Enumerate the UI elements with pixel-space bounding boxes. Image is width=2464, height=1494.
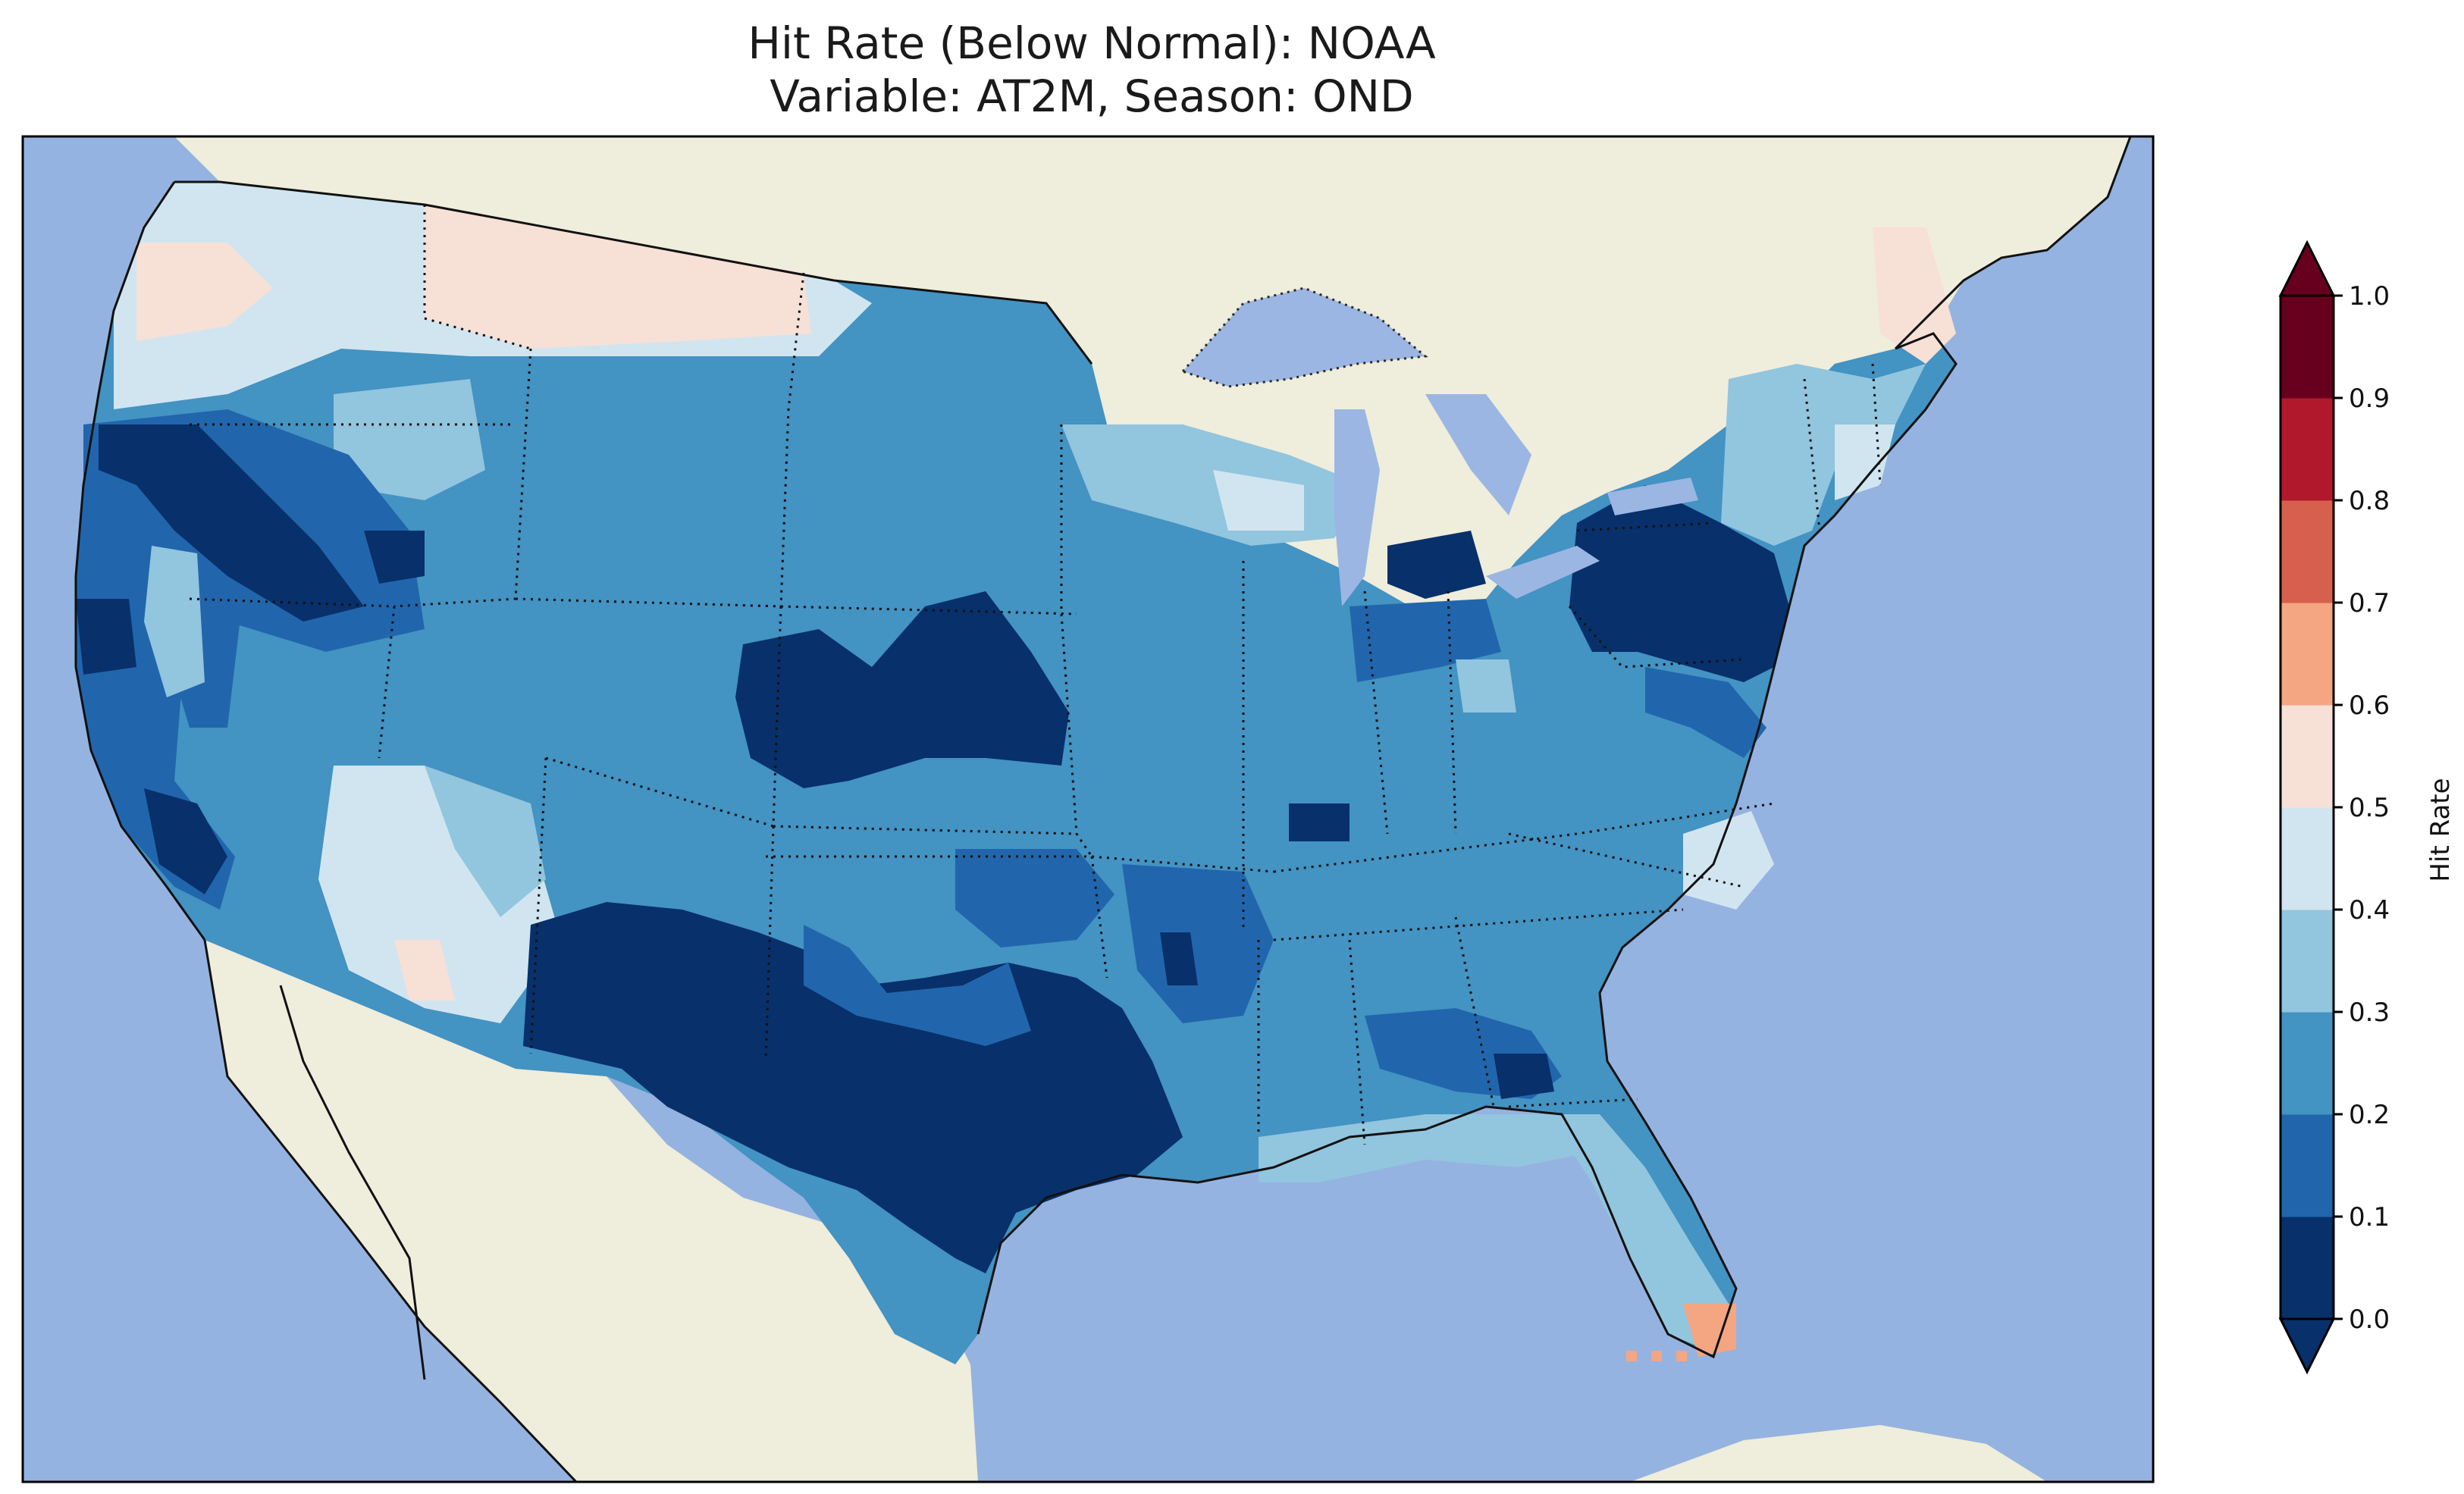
keys-cell-2 [1651,1351,1662,1361]
lake-erie [1486,546,1600,599]
title-line-1: Hit Rate (Below Normal): NOAA [748,17,1436,69]
us-canada-border [174,180,1093,365]
region-gulf-light [1259,1114,1592,1182]
colorbar-tick-label: 0.1 [2349,1202,2390,1232]
map-title: Hit Rate (Below Normal): NOAA Variable: … [23,17,2161,123]
keys-cell-3 [1676,1351,1687,1361]
colorbar-tick-label: 0.6 [2349,691,2390,721]
colorbar-bin-1 [2281,1114,2334,1217]
region-northern-rockies [425,205,811,349]
region-south-florida [1683,1304,1736,1357]
canada-land [174,136,2130,622]
region-upper-midwest-light [1213,470,1304,531]
region-carolina-light [1683,811,1774,910]
colorbar: 0.0 0.1 0.2 0.3 0.4 0.5 0.6 0.7 0.8 0.9 1.0 [2278,240,2390,1375]
lake-michigan [1334,409,1380,606]
region-arkansas [1122,864,1274,1023]
lake-superior [1180,287,1428,388]
region-oregon-pink [136,243,273,341]
colorbar-tick-label: 0.3 [2349,998,2390,1028]
colorbar-bin-4 [2281,807,2334,910]
region-mid-atlantic [1569,485,1789,682]
region-socal-dark [144,788,227,894]
colorbar-bin-9 [2281,296,2334,399]
colorbar-bin-5 [2281,705,2334,808]
region-ohio-light [1456,659,1516,713]
region-california [76,409,425,910]
colorbar-tick-label: 0.0 [2349,1305,2390,1335]
lake-huron [1425,394,1531,515]
region-mo-dark [1289,803,1350,841]
region-california-dark [99,424,364,622]
region-ga-dark [1494,1054,1554,1099]
region-nevada-light [144,546,205,697]
colorbar-tick-label: 0.5 [2349,793,2390,823]
region-az-pink [394,940,455,1001]
region-arkansas-dark [1160,932,1198,985]
us-coastline [74,136,2132,1359]
mexico-land [205,940,978,1482]
keys-cell-1 [1626,1351,1637,1361]
region-indiana-dark [1387,531,1486,599]
cuba-land [1630,1425,2047,1482]
colorbar-tick-label: 0.2 [2349,1100,2390,1130]
region-mid-atlantic-ring [1645,667,1766,758]
colorbar-tick-label: 0.8 [2349,486,2390,516]
colorbar-tick-label: 0.7 [2349,588,2390,619]
colorbar-bin-3 [2281,910,2334,1013]
title-line-2: Variable: AT2M, Season: OND [770,70,1414,122]
region-utah-dark [364,531,425,584]
region-oklahoma [955,849,1114,947]
state-borders [189,205,1882,1145]
colorbar-bin-2 [2281,1012,2334,1115]
map-frame [21,135,2155,1483]
colorbar-tick-label: 0.9 [2349,384,2390,414]
region-great-basin-light [334,379,485,500]
colorbar-label: Hit Rate [2425,778,2456,882]
colorbar-tick-label: 0.4 [2349,895,2390,926]
colorbar-bin-6 [2281,603,2334,706]
region-florida [1562,1114,1729,1349]
region-bay-dark [76,599,136,675]
colorbar-extend-max [2278,240,2336,297]
region-southwest-edge [425,766,546,917]
colorbar-tick-label: 1.0 [2349,281,2390,312]
colorbar-bin-7 [2281,500,2334,603]
mexico-coastline [203,939,578,1483]
colorbar-bin-8 [2281,398,2334,501]
colorbar-extend-min [2278,1317,2336,1375]
colorbar-bin-0 [2281,1217,2334,1320]
region-texas-ring [804,925,1031,1046]
region-central-plains [735,591,1069,788]
lake-ontario [1607,478,1698,515]
region-ne-light [1835,424,1895,500]
region-maine [1873,227,1956,364]
